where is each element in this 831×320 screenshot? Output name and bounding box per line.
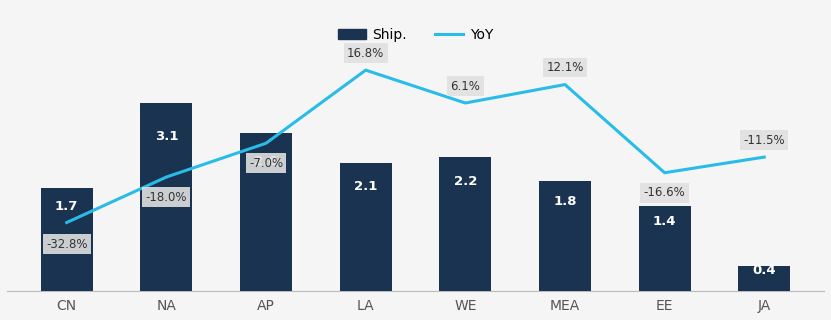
Text: 3.1: 3.1 [155, 130, 178, 143]
Text: -11.5%: -11.5% [744, 134, 785, 147]
Text: 2.2: 2.2 [454, 175, 477, 188]
Text: 1.4: 1.4 [653, 214, 676, 228]
Bar [739, 267, 790, 291]
Text: -18.0%: -18.0% [145, 190, 187, 204]
Text: 1.8: 1.8 [553, 195, 577, 208]
Text: -16.6%: -16.6% [644, 186, 686, 199]
Text: 0.4: 0.4 [752, 264, 776, 277]
Text: 2.1: 2.1 [354, 180, 377, 193]
Bar [340, 163, 391, 291]
Text: 1.7: 1.7 [55, 200, 78, 212]
Bar [140, 102, 192, 291]
Bar [240, 133, 292, 291]
Bar [639, 206, 691, 291]
Bar [539, 181, 591, 291]
Bar [440, 157, 491, 291]
Text: -32.8%: -32.8% [46, 237, 87, 251]
Text: -7.0%: -7.0% [249, 157, 283, 170]
Bar [41, 188, 92, 291]
Text: 6.1%: 6.1% [450, 80, 480, 92]
Legend: Ship., YoY: Ship., YoY [332, 22, 499, 47]
Text: 2.6: 2.6 [254, 155, 278, 168]
Text: 16.8%: 16.8% [347, 47, 384, 60]
Text: 12.1%: 12.1% [546, 61, 583, 74]
